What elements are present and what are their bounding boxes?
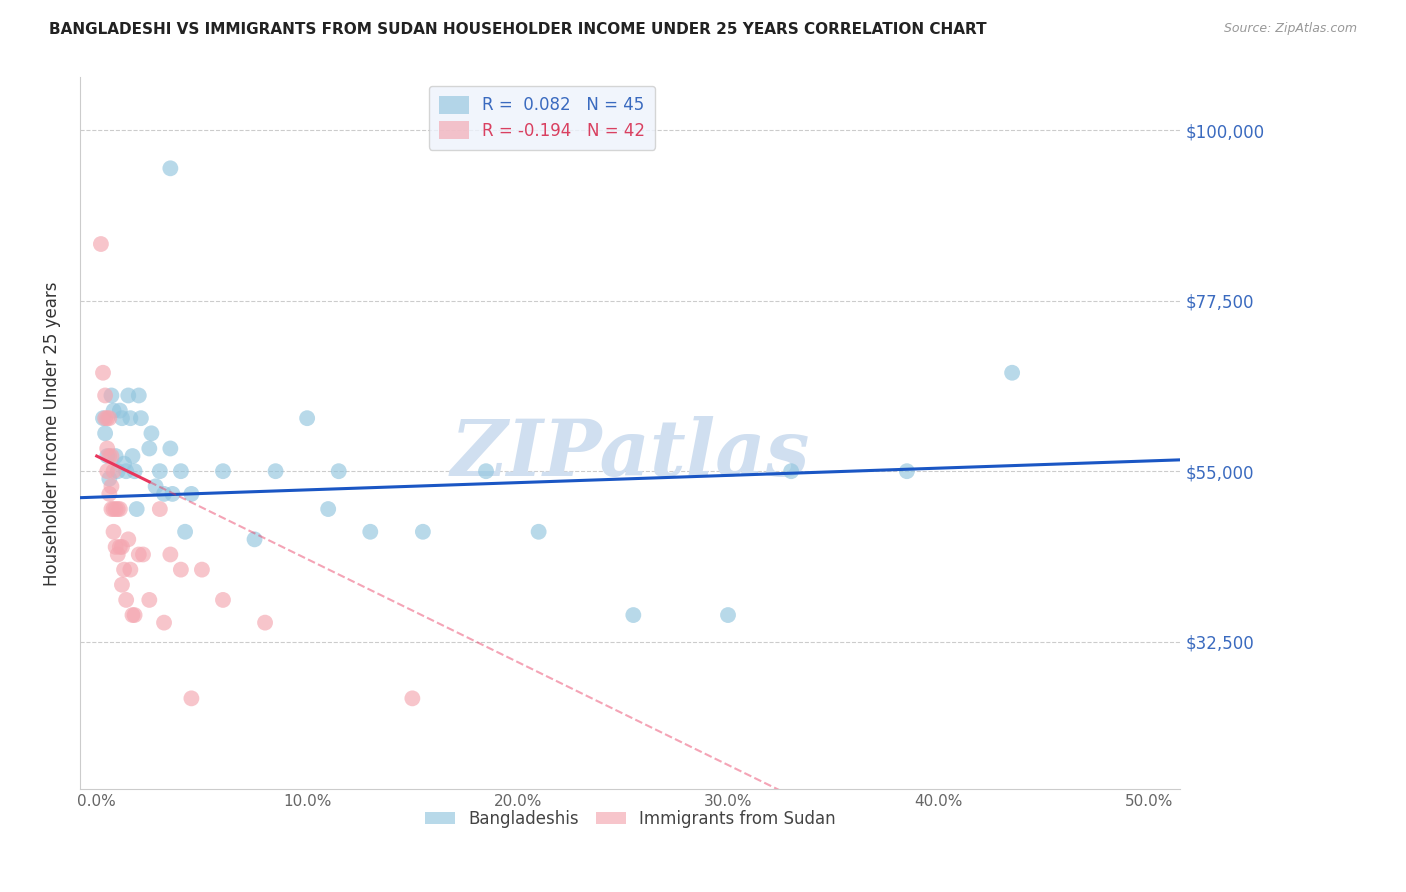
Point	[94, 426, 117, 441]
Point	[120, 411, 142, 425]
Point	[115, 464, 138, 478]
Point	[121, 608, 143, 623]
Point	[359, 524, 381, 539]
Point	[401, 691, 423, 706]
Point	[104, 540, 127, 554]
Point	[149, 464, 172, 478]
Point	[174, 524, 197, 539]
Point	[162, 487, 184, 501]
Point	[107, 548, 129, 562]
Point	[780, 464, 803, 478]
Point	[328, 464, 350, 478]
Point	[717, 608, 740, 623]
Point	[94, 388, 117, 402]
Text: Source: ZipAtlas.com: Source: ZipAtlas.com	[1223, 22, 1357, 36]
Point	[108, 403, 131, 417]
Point	[111, 540, 134, 554]
Point	[107, 464, 129, 478]
Point	[527, 524, 550, 539]
Point	[96, 442, 118, 456]
Point	[191, 563, 214, 577]
Point	[159, 548, 181, 562]
Point	[115, 593, 138, 607]
Y-axis label: Householder Income Under 25 years: Householder Income Under 25 years	[44, 281, 60, 585]
Point	[107, 502, 129, 516]
Point	[170, 563, 193, 577]
Point	[98, 487, 121, 501]
Point	[100, 449, 122, 463]
Point	[153, 487, 176, 501]
Point	[159, 442, 181, 456]
Point	[124, 608, 146, 623]
Point	[111, 411, 134, 425]
Point	[243, 533, 266, 547]
Point	[170, 464, 193, 478]
Point	[120, 563, 142, 577]
Point	[159, 161, 181, 176]
Point	[264, 464, 287, 478]
Point	[149, 502, 172, 516]
Point	[141, 426, 163, 441]
Point	[412, 524, 434, 539]
Point	[124, 464, 146, 478]
Point	[103, 464, 125, 478]
Point	[121, 449, 143, 463]
Point	[103, 502, 125, 516]
Point	[125, 502, 148, 516]
Point	[128, 388, 150, 402]
Point	[129, 411, 152, 425]
Point	[108, 502, 131, 516]
Point	[94, 411, 117, 425]
Point	[180, 487, 202, 501]
Text: BANGLADESHI VS IMMIGRANTS FROM SUDAN HOUSEHOLDER INCOME UNDER 25 YEARS CORRELATI: BANGLADESHI VS IMMIGRANTS FROM SUDAN HOU…	[49, 22, 987, 37]
Point	[111, 578, 134, 592]
Point	[145, 479, 167, 493]
Point	[104, 449, 127, 463]
Point	[103, 524, 125, 539]
Point	[96, 449, 118, 463]
Point	[112, 563, 135, 577]
Point	[98, 472, 121, 486]
Point	[108, 540, 131, 554]
Point	[475, 464, 498, 478]
Point	[295, 411, 318, 425]
Point	[112, 457, 135, 471]
Point	[91, 411, 114, 425]
Point	[117, 533, 139, 547]
Point	[180, 691, 202, 706]
Point	[896, 464, 918, 478]
Point	[254, 615, 277, 630]
Point	[96, 464, 118, 478]
Point	[117, 388, 139, 402]
Point	[212, 464, 235, 478]
Point	[98, 411, 121, 425]
Point	[1001, 366, 1024, 380]
Point	[132, 548, 155, 562]
Point	[100, 502, 122, 516]
Text: ZIPatlas: ZIPatlas	[450, 417, 810, 493]
Point	[138, 593, 160, 607]
Point	[98, 449, 121, 463]
Point	[621, 608, 644, 623]
Point	[100, 388, 122, 402]
Point	[96, 411, 118, 425]
Point	[128, 548, 150, 562]
Point	[316, 502, 339, 516]
Point	[103, 403, 125, 417]
Point	[90, 237, 112, 252]
Point	[100, 479, 122, 493]
Point	[104, 502, 127, 516]
Point	[91, 366, 114, 380]
Point	[153, 615, 176, 630]
Legend: Bangladeshis, Immigrants from Sudan: Bangladeshis, Immigrants from Sudan	[418, 803, 842, 834]
Point	[212, 593, 235, 607]
Point	[138, 442, 160, 456]
